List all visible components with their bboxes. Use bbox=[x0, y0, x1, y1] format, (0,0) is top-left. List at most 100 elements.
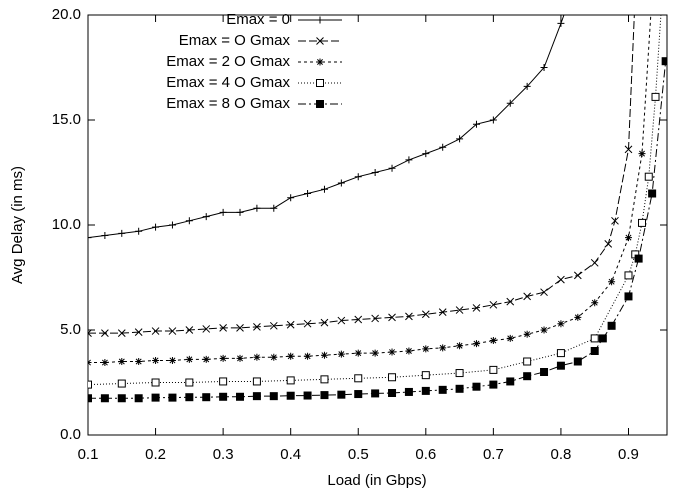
marker bbox=[404, 387, 413, 396]
marker bbox=[286, 391, 295, 400]
marker bbox=[438, 308, 447, 317]
y-tick-label: 20.0 bbox=[52, 6, 81, 23]
marker bbox=[388, 373, 397, 382]
marker bbox=[303, 391, 312, 400]
y-axis-title: Avg Delay (in ms) bbox=[9, 166, 26, 284]
marker bbox=[661, 57, 667, 66]
marker bbox=[117, 379, 126, 388]
marker bbox=[152, 356, 160, 364]
marker bbox=[439, 344, 447, 352]
marker bbox=[422, 150, 430, 158]
plot-area bbox=[88, 15, 667, 403]
marker bbox=[168, 327, 177, 335]
marker bbox=[624, 292, 633, 301]
y-tick-label: 0.0 bbox=[60, 426, 81, 443]
marker bbox=[638, 218, 647, 227]
marker bbox=[598, 334, 607, 343]
marker bbox=[489, 116, 497, 124]
x-axis-title: Load (in Gbps) bbox=[327, 472, 426, 489]
marker bbox=[405, 347, 413, 355]
marker bbox=[88, 359, 92, 367]
x-tick-label: 0.5 bbox=[348, 446, 369, 463]
marker bbox=[489, 337, 497, 344]
marker bbox=[286, 320, 295, 329]
marker bbox=[388, 313, 396, 322]
marker bbox=[557, 275, 565, 284]
marker bbox=[472, 340, 480, 348]
marker bbox=[354, 349, 362, 357]
marker bbox=[253, 322, 261, 331]
marker bbox=[456, 135, 464, 143]
marker bbox=[624, 234, 632, 242]
marker bbox=[117, 394, 126, 403]
marker bbox=[252, 377, 261, 386]
marker bbox=[371, 389, 380, 398]
marker bbox=[590, 258, 599, 267]
marker bbox=[607, 321, 616, 330]
marker bbox=[573, 271, 582, 280]
marker bbox=[648, 189, 657, 198]
marker bbox=[421, 310, 430, 319]
legend-marker bbox=[316, 58, 324, 66]
marker bbox=[591, 299, 599, 307]
marker bbox=[101, 359, 109, 367]
marker bbox=[185, 393, 194, 402]
marker bbox=[168, 221, 176, 229]
marker bbox=[472, 120, 480, 128]
marker bbox=[455, 384, 464, 393]
marker bbox=[421, 386, 430, 395]
marker bbox=[219, 324, 227, 332]
marker bbox=[337, 350, 345, 358]
marker bbox=[100, 394, 109, 403]
marker bbox=[287, 194, 295, 202]
marker bbox=[651, 92, 660, 101]
marker bbox=[219, 392, 228, 401]
marker bbox=[101, 329, 109, 338]
marker bbox=[202, 325, 211, 333]
marker bbox=[523, 82, 531, 90]
series-line bbox=[88, 15, 662, 386]
marker bbox=[557, 320, 565, 328]
x-tick-label: 0.8 bbox=[550, 446, 571, 463]
marker bbox=[320, 318, 329, 327]
marker bbox=[253, 204, 261, 212]
marker bbox=[388, 348, 396, 356]
y-tick-label: 5.0 bbox=[60, 321, 81, 338]
marker bbox=[134, 394, 143, 403]
legend-marker bbox=[316, 16, 324, 24]
marker bbox=[371, 314, 379, 323]
marker bbox=[638, 150, 646, 158]
y-tick-label: 10.0 bbox=[52, 216, 81, 233]
marker bbox=[135, 358, 143, 365]
marker bbox=[506, 377, 515, 386]
marker bbox=[523, 372, 532, 381]
marker bbox=[388, 164, 396, 172]
marker bbox=[604, 240, 613, 248]
marker bbox=[270, 204, 278, 212]
y-tick-label: 15.0 bbox=[52, 111, 81, 128]
marker bbox=[611, 216, 619, 225]
marker bbox=[489, 380, 498, 389]
marker bbox=[506, 297, 515, 306]
marker bbox=[117, 329, 126, 338]
series-line bbox=[88, 15, 652, 364]
series-line bbox=[88, 15, 565, 239]
marker bbox=[438, 385, 447, 394]
marker bbox=[269, 392, 278, 401]
marker bbox=[472, 382, 481, 391]
marker bbox=[253, 353, 261, 361]
marker bbox=[236, 354, 244, 362]
marker bbox=[320, 185, 328, 193]
legend-marker bbox=[316, 100, 324, 108]
marker bbox=[252, 392, 261, 401]
marker bbox=[455, 306, 464, 314]
x-tick-label: 0.6 bbox=[415, 446, 436, 463]
marker bbox=[354, 173, 362, 181]
marker bbox=[202, 213, 210, 221]
marker bbox=[219, 354, 227, 362]
marker bbox=[634, 254, 643, 263]
marker bbox=[506, 334, 514, 342]
marker bbox=[88, 234, 92, 242]
marker bbox=[506, 99, 514, 107]
